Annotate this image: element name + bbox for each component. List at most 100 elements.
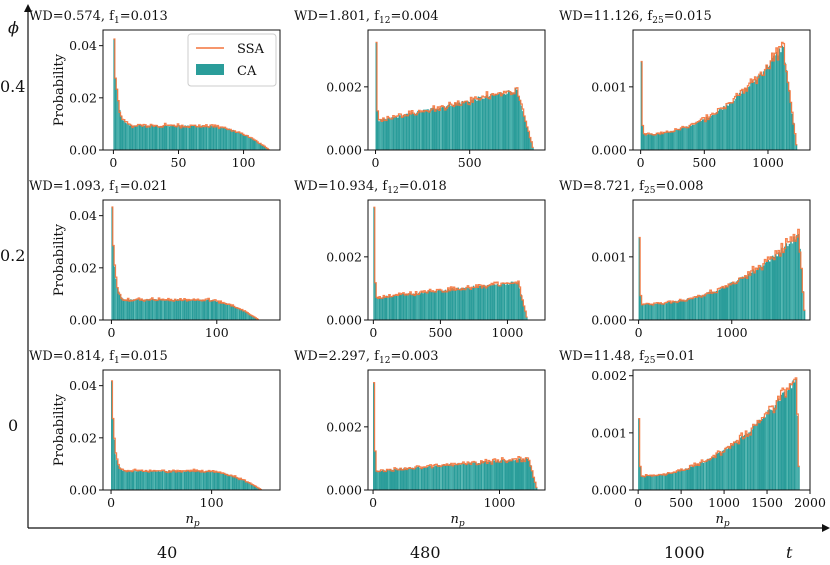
ca-bar (689, 466, 692, 490)
ca-bar (803, 310, 806, 320)
ca-bar (506, 93, 508, 150)
panel-title-subscript: 1 (114, 186, 120, 196)
ca-bar (452, 465, 454, 490)
ca-bar (249, 138, 252, 150)
ca-bar (261, 144, 263, 150)
ca-bar (778, 252, 780, 320)
ca-bar (779, 401, 781, 490)
ssa-line (113, 38, 270, 151)
ca-bar (420, 467, 423, 490)
ca-bar (249, 483, 251, 490)
ca-bar (207, 470, 209, 490)
x-tick-label: 2000 (794, 495, 826, 510)
ca-bar (244, 311, 246, 320)
ca-bar (253, 485, 256, 490)
ca-bar (417, 110, 419, 150)
ca-bar (486, 94, 488, 150)
ca-bar (517, 458, 520, 490)
ca-bar (171, 125, 174, 150)
ca-bar (373, 207, 375, 320)
ca-bar (425, 291, 427, 320)
ca-bar (219, 127, 222, 150)
y-tick-label: 0.000 (326, 313, 362, 328)
ca-bar (189, 471, 191, 490)
ca-bar (659, 303, 662, 320)
panel-1-2: WD=8.721, f25=0.008 0 1000 0.000 0.001 (559, 179, 811, 340)
ca-bar (191, 125, 193, 150)
ca-bar (414, 113, 416, 150)
x-tick-label: 0 (372, 155, 380, 170)
x-tick-label: 100 (205, 325, 229, 340)
ca-bar (160, 471, 162, 490)
ca-bar (780, 394, 783, 490)
ca-bar (495, 462, 498, 490)
ca-bar (259, 143, 262, 150)
ca-bar (460, 288, 462, 320)
ca-bar (265, 147, 267, 150)
ca-bar (712, 292, 715, 320)
ca-bar (699, 295, 701, 320)
ca-bar (726, 104, 728, 150)
ca-bar (380, 297, 382, 320)
ca-bar (736, 95, 738, 150)
ca-bar (239, 133, 242, 150)
ca-bar (228, 128, 230, 150)
ca-bar (748, 86, 751, 150)
panel-title-suffix: =0.021 (120, 179, 168, 194)
ca-bar (398, 468, 400, 490)
ca-bar (509, 282, 511, 320)
ca-bar (467, 463, 469, 490)
ca-bar (762, 265, 765, 320)
ca-bar (148, 299, 151, 320)
legend-ca-swatch (196, 64, 224, 75)
x-tick-label: 0 (635, 325, 643, 340)
ca-bar (491, 462, 493, 490)
outer-x-axis-label: t (786, 543, 793, 562)
ca-bar (726, 449, 728, 490)
ca-bar (465, 463, 468, 490)
ca-bar (797, 233, 800, 320)
ca-bar (411, 294, 413, 320)
ca-bar (188, 126, 191, 150)
ca-bar (447, 104, 449, 150)
ca-bar (668, 473, 671, 490)
ca-bar (153, 125, 155, 150)
ca-bar (435, 290, 437, 320)
ca-bar (500, 460, 502, 490)
ca-bar (177, 125, 179, 150)
ca-bar (235, 477, 238, 490)
ca-bar (407, 468, 409, 490)
ca-bar (738, 92, 741, 150)
ca-bar (742, 436, 744, 490)
ca-bar (212, 126, 215, 150)
panel-title: WD=2.297, f12=0.003 (294, 349, 439, 366)
ca-bar (130, 124, 132, 150)
ca-bar (135, 299, 137, 320)
ca-bar (673, 472, 675, 490)
ca-bar (474, 99, 477, 150)
ca-bar (117, 465, 120, 490)
ca-bar (258, 142, 260, 150)
ca-bar (402, 293, 405, 320)
ca-bar (392, 117, 395, 150)
ca-bar (431, 107, 434, 150)
ca-bar (253, 139, 256, 150)
ca-bar (150, 471, 153, 490)
ca-bar (427, 109, 429, 150)
ca-bar (778, 48, 781, 150)
ca-bar (693, 464, 696, 490)
ca-bar (374, 451, 377, 490)
ca-bar (720, 453, 722, 490)
ca-bar (424, 109, 426, 150)
ca-bar (676, 301, 679, 320)
ca-bar (153, 299, 155, 320)
ca-bar (175, 300, 178, 320)
ca-bar (501, 459, 504, 490)
ca-bar (255, 486, 257, 490)
ca-bar (498, 461, 501, 490)
ca-bar (396, 469, 399, 490)
ca-bar (414, 467, 417, 490)
ca-bar (207, 125, 209, 150)
ca-bar (512, 459, 514, 490)
ca-bar (389, 118, 392, 150)
